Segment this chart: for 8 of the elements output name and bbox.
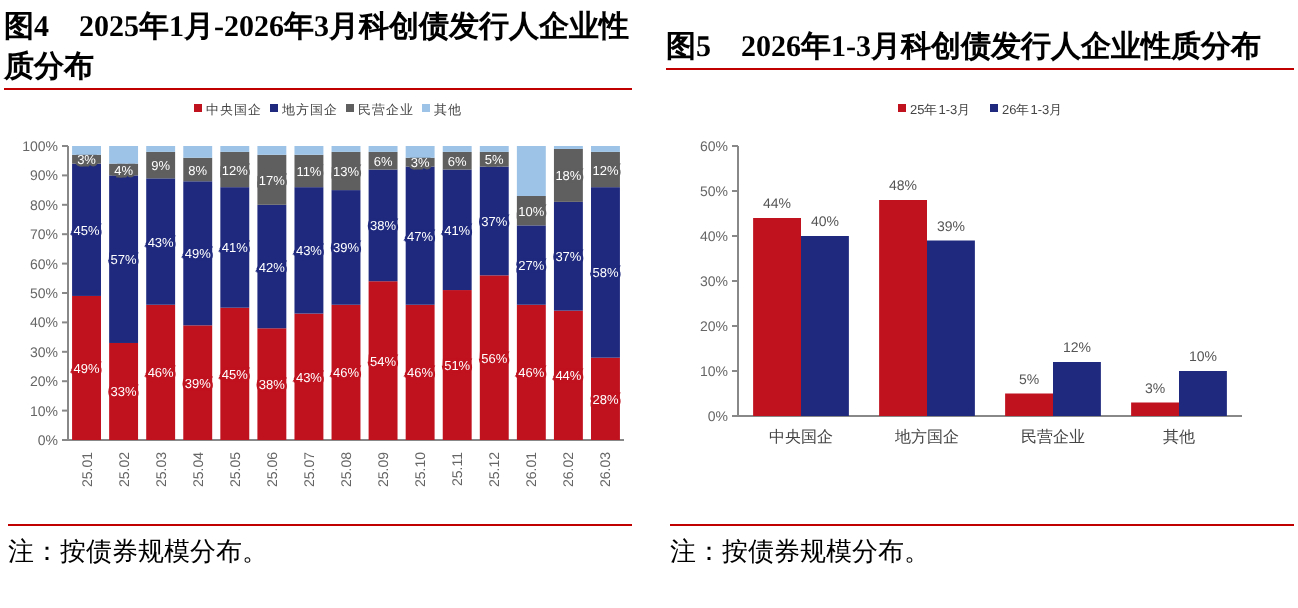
- x-tick-label: 地方国企: [893, 428, 959, 446]
- chart-title: 图5 2026年1-3月科创债发行人企业性质分布: [666, 28, 1294, 70]
- x-tick-label: 民营企业: [1021, 428, 1085, 446]
- text: 注：按债券规模分布。: [670, 524, 1294, 570]
- text: 注：按债券规模分布。: [8, 524, 632, 570]
- chart-title: 图4 2025年1月-2026年3月科创债发行人企业性质分布: [4, 8, 632, 90]
- x-tick-label: 其他: [1163, 428, 1195, 446]
- x-tick-label: 中央国企: [769, 428, 833, 446]
